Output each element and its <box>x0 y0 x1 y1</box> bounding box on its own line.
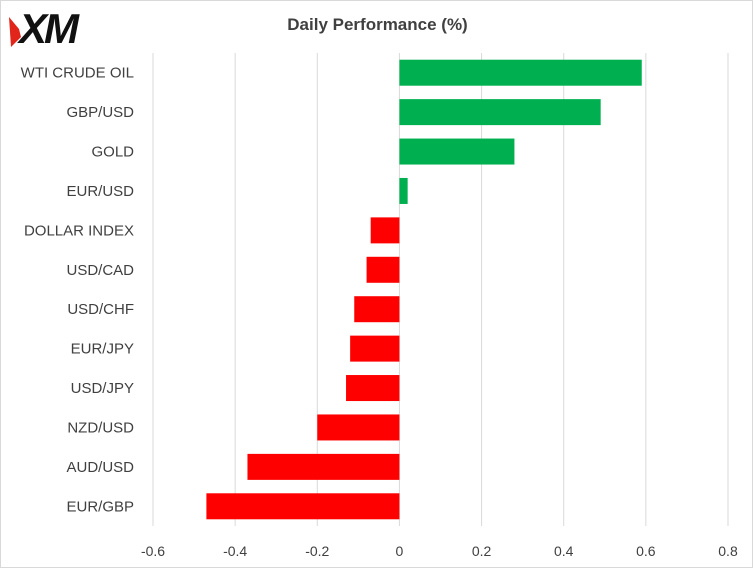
x-tick-label: 0.8 <box>718 543 738 559</box>
category-label: USD/CAD <box>66 262 134 279</box>
x-tick-labels: -0.6 -0.4 -0.2 0 0.2 0.4 0.6 0.8 <box>141 543 738 559</box>
bar <box>370 217 400 244</box>
category-label: AUD/USD <box>66 459 134 476</box>
bar <box>350 335 400 362</box>
chart-title: Daily Performance (%) <box>287 15 468 34</box>
bar <box>354 296 400 323</box>
x-tick-label: -0.4 <box>223 543 247 559</box>
x-tick-label: 0.2 <box>472 543 492 559</box>
category-label: DOLLAR INDEX <box>24 222 134 239</box>
bar <box>399 138 515 165</box>
bar <box>247 453 400 480</box>
category-label: NZD/USD <box>67 419 134 436</box>
grid-lines <box>152 53 729 526</box>
logo-red-swoosh <box>9 17 21 47</box>
x-tick-label: -0.6 <box>141 543 165 559</box>
category-label: USD/CHF <box>67 301 134 318</box>
logo-text: XM <box>17 5 80 49</box>
bar <box>399 177 408 204</box>
category-label: USD/JPY <box>71 380 134 397</box>
category-labels: WTI CRUDE OIL GBP/USD GOLD EUR/USD DOLLAR IN… <box>21 65 135 516</box>
category-label: EUR/USD <box>66 183 134 200</box>
bar <box>366 256 400 283</box>
x-tick-label: -0.2 <box>305 543 329 559</box>
category-label: EUR/GBP <box>66 498 134 515</box>
bar <box>399 59 642 86</box>
category-label: EUR/JPY <box>71 341 134 358</box>
bar <box>206 493 400 520</box>
bars <box>206 59 642 520</box>
category-label: GBP/USD <box>66 104 134 121</box>
bar <box>399 99 601 126</box>
x-tick-label: 0.4 <box>554 543 574 559</box>
x-tick-label: 0 <box>396 543 404 559</box>
xm-logo: XM <box>9 5 83 49</box>
bar <box>317 414 400 441</box>
x-tick-label: 0.6 <box>636 543 656 559</box>
category-label: GOLD <box>91 144 134 161</box>
category-label: WTI CRUDE OIL <box>21 65 134 82</box>
bar <box>346 375 400 402</box>
